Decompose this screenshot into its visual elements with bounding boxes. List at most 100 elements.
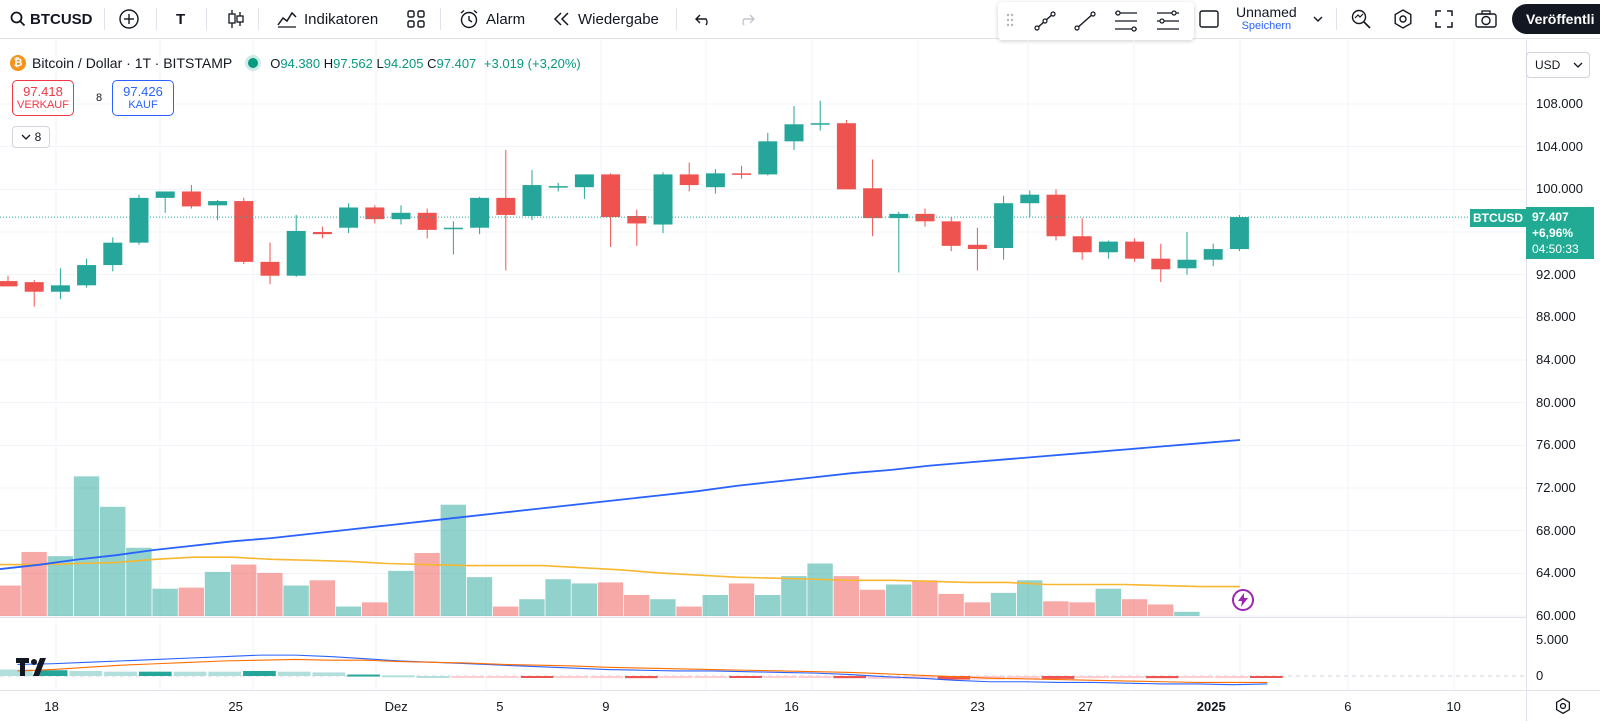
chart-type-button[interactable] [226, 0, 246, 38]
fib-retracement-icon[interactable] [1112, 8, 1140, 34]
drag-handle-icon[interactable] [1006, 12, 1014, 28]
indicators-button[interactable]: Indikatoren [276, 0, 378, 38]
snapshot-button[interactable] [1474, 0, 1498, 38]
histogram-bar [1076, 676, 1110, 679]
sell-button[interactable]: 97.418 VERKAUF [12, 80, 74, 116]
compare-symbol-button[interactable] [118, 0, 140, 38]
time-tick-label: 2025 [1196, 699, 1226, 714]
candle-body [234, 201, 254, 262]
volume-bar [781, 576, 807, 616]
time-tick-label: 6 [1344, 699, 1352, 714]
ray-line-icon[interactable] [1072, 8, 1098, 34]
volume-bar [1069, 602, 1095, 616]
fullscreen-button[interactable] [1434, 0, 1454, 38]
magnifier-chart-icon [1350, 8, 1372, 30]
price-tick-label: 100.000 [1536, 181, 1583, 197]
alert-button[interactable]: Alarm [458, 0, 525, 38]
histogram-bar [138, 671, 172, 676]
time-tick-label: 27 [1078, 699, 1093, 714]
time-tick-label: Dez [384, 699, 408, 714]
divider [440, 8, 441, 30]
templates-button[interactable] [406, 0, 426, 38]
volume-bar [964, 602, 990, 616]
redo-icon [736, 11, 756, 27]
divider [156, 8, 157, 30]
change-value: +3.019 (+3,20%) [483, 55, 581, 71]
histogram-bar [243, 670, 276, 676]
volume-bar [126, 547, 152, 616]
volume-bar [545, 579, 571, 616]
histogram-bar [416, 676, 450, 678]
candle-body [889, 213, 909, 219]
market-status-icon[interactable] [248, 58, 259, 68]
redo-button[interactable] [736, 0, 756, 38]
lightning-icon[interactable] [1232, 589, 1254, 611]
candle-body [941, 221, 961, 246]
replay-button[interactable]: Wiedergabe [552, 0, 659, 38]
candle-body [784, 124, 804, 142]
candle-body [181, 191, 201, 207]
open-value: 94.380 [280, 55, 321, 71]
histogram-bar [659, 676, 693, 679]
candle-body [443, 227, 463, 230]
currency-select[interactable]: USD [1526, 52, 1590, 78]
volume-bar [624, 595, 650, 616]
rewind-icon [552, 11, 572, 27]
layout-name-button[interactable]: Unnamed Speichern [1236, 4, 1297, 32]
square-icon [1198, 9, 1220, 29]
sell-price: 97.418 [23, 84, 63, 99]
histogram-bar [173, 671, 207, 676]
volume-bar [362, 602, 388, 616]
histogram-bar [763, 676, 797, 678]
candle-body [1072, 236, 1092, 253]
time-tick-label: 10 [1446, 699, 1461, 714]
price-tick-label: 84.000 [1536, 352, 1576, 367]
volume-bar [414, 553, 440, 616]
collapse-legend-button[interactable]: 8 [12, 126, 50, 148]
indicator-tick-label: 5.000 [1536, 632, 1569, 647]
parallel-channel-icon[interactable] [1154, 8, 1182, 34]
candle-body [1046, 194, 1066, 237]
volume-bar [597, 582, 624, 616]
candle-body [1125, 241, 1145, 259]
settings-button[interactable] [1392, 0, 1414, 38]
buy-price: 97.426 [123, 84, 163, 99]
volume-bar [204, 571, 231, 616]
pane-separator[interactable] [0, 617, 1526, 618]
interval-button[interactable]: T [176, 10, 186, 28]
undo-icon [694, 11, 714, 27]
layout-dropdown-button[interactable] [1312, 0, 1324, 38]
buy-button[interactable]: 97.426 KAUF [112, 80, 174, 116]
volume-bars [0, 476, 1200, 616]
volume-bar [519, 599, 545, 616]
trend-line-icon[interactable] [1032, 8, 1058, 34]
histogram-bar [277, 671, 311, 676]
candle-body [810, 123, 830, 125]
time-tick-label: 18 [44, 699, 59, 714]
quick-search-button[interactable] [1350, 0, 1372, 38]
volume-bar [1017, 580, 1043, 616]
gear-icon[interactable] [1554, 697, 1572, 720]
volume-bar [47, 556, 73, 616]
symbol-search-button[interactable]: BTCUSD [10, 0, 93, 38]
gear-icon [1392, 8, 1414, 30]
price-tick-label: 60.000 [1536, 608, 1576, 623]
publish-button[interactable]: Veröffentli [1512, 4, 1600, 34]
histogram-bar [520, 676, 554, 678]
candle-body [1203, 249, 1223, 260]
camera-icon [1474, 9, 1498, 29]
divider [1336, 8, 1337, 30]
histogram-bar [1250, 676, 1283, 678]
volume-bar [466, 577, 493, 616]
undo-button[interactable] [694, 0, 714, 38]
candle-body [915, 213, 935, 222]
candle-body [574, 174, 594, 188]
series-legend[interactable]: ₿ Bitcoin / Dollar · 1T · BITSTAMP O94.3… [10, 52, 581, 74]
histogram-bar [1111, 676, 1144, 679]
macd-pane [0, 654, 1526, 686]
histogram-bar [451, 676, 485, 678]
low-value: 94.205 [383, 55, 424, 71]
price-tick-label: 104.000 [1536, 138, 1583, 154]
layout-toggle-button[interactable] [1198, 0, 1220, 38]
